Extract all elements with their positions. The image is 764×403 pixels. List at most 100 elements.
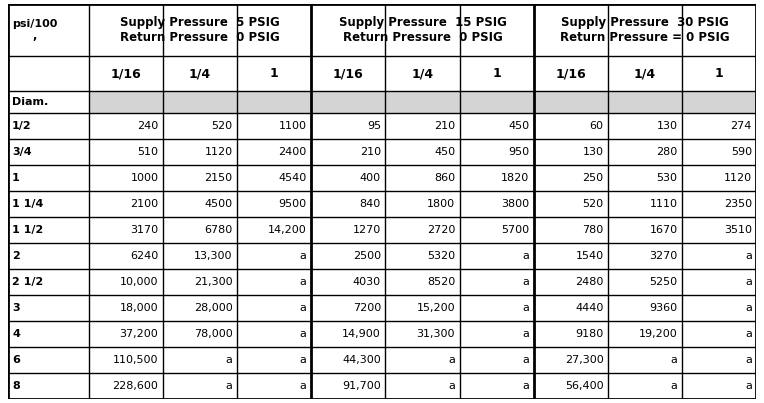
Text: 1800: 1800 xyxy=(427,199,455,209)
Text: a: a xyxy=(299,277,306,287)
Text: Supply Pressure  5 PSIG
Return Pressure  0 PSIG: Supply Pressure 5 PSIG Return Pressure 0… xyxy=(120,16,280,44)
Text: a: a xyxy=(523,251,529,261)
Bar xyxy=(8,91,89,113)
Text: 28,000: 28,000 xyxy=(194,303,232,313)
Text: 5320: 5320 xyxy=(427,251,455,261)
Text: 2720: 2720 xyxy=(427,225,455,235)
Bar xyxy=(8,295,756,321)
Text: 1110: 1110 xyxy=(649,199,678,209)
Text: a: a xyxy=(299,303,306,313)
Text: 1/4: 1/4 xyxy=(412,67,433,81)
Text: 2350: 2350 xyxy=(724,199,752,209)
Bar xyxy=(163,91,237,113)
Text: 450: 450 xyxy=(508,121,529,131)
Text: 21,300: 21,300 xyxy=(194,277,232,287)
Text: 14,200: 14,200 xyxy=(268,225,306,235)
Text: a: a xyxy=(523,329,529,339)
Bar xyxy=(8,243,756,269)
Text: 7200: 7200 xyxy=(353,303,381,313)
Text: a: a xyxy=(745,381,752,391)
Bar xyxy=(8,373,756,399)
Text: 78,000: 78,000 xyxy=(194,329,232,339)
Text: a: a xyxy=(523,355,529,365)
Text: 9500: 9500 xyxy=(279,199,306,209)
Text: 1/16: 1/16 xyxy=(555,67,586,81)
Text: 6240: 6240 xyxy=(130,251,158,261)
Bar xyxy=(385,91,460,113)
Text: psi/100
,: psi/100 , xyxy=(12,19,57,41)
Text: 2: 2 xyxy=(12,251,20,261)
Text: 530: 530 xyxy=(657,173,678,183)
Bar xyxy=(8,56,756,91)
Text: 3170: 3170 xyxy=(130,225,158,235)
Bar xyxy=(460,91,534,113)
Text: a: a xyxy=(299,355,306,365)
Text: 450: 450 xyxy=(434,147,455,157)
Text: a: a xyxy=(299,329,306,339)
Text: 1820: 1820 xyxy=(501,173,529,183)
Bar xyxy=(8,347,756,373)
Text: 4540: 4540 xyxy=(279,173,306,183)
Text: 400: 400 xyxy=(360,173,381,183)
Text: 4440: 4440 xyxy=(575,303,604,313)
Text: 95: 95 xyxy=(367,121,381,131)
Text: 1/2: 1/2 xyxy=(12,121,32,131)
Text: a: a xyxy=(671,355,678,365)
Text: 1: 1 xyxy=(12,173,20,183)
Text: a: a xyxy=(745,329,752,339)
Text: 8: 8 xyxy=(12,381,20,391)
Text: 2400: 2400 xyxy=(279,147,306,157)
Text: 4030: 4030 xyxy=(353,277,381,287)
Bar xyxy=(311,91,385,113)
Text: 228,600: 228,600 xyxy=(112,381,158,391)
Text: 1: 1 xyxy=(492,67,501,81)
Text: 3/4: 3/4 xyxy=(12,147,32,157)
Text: 8520: 8520 xyxy=(427,277,455,287)
Text: 5700: 5700 xyxy=(501,225,529,235)
Text: 19,200: 19,200 xyxy=(639,329,678,339)
Text: a: a xyxy=(745,277,752,287)
Text: 1: 1 xyxy=(270,67,279,81)
Text: 1/16: 1/16 xyxy=(333,67,364,81)
Text: 110,500: 110,500 xyxy=(113,355,158,365)
Text: 130: 130 xyxy=(657,121,678,131)
Text: a: a xyxy=(671,381,678,391)
Bar xyxy=(8,217,756,243)
Text: a: a xyxy=(225,355,232,365)
Text: 60: 60 xyxy=(590,121,604,131)
Text: 6: 6 xyxy=(12,355,20,365)
Bar xyxy=(534,91,608,113)
Text: 1/4: 1/4 xyxy=(634,67,656,81)
Text: 91,700: 91,700 xyxy=(342,381,381,391)
Text: Supply Pressure  15 PSIG
Return Pressure  0 PSIG: Supply Pressure 15 PSIG Return Pressure … xyxy=(338,16,507,44)
Text: 3800: 3800 xyxy=(501,199,529,209)
Text: 9360: 9360 xyxy=(649,303,678,313)
Text: 840: 840 xyxy=(360,199,381,209)
Text: 4: 4 xyxy=(12,329,20,339)
Text: 210: 210 xyxy=(434,121,455,131)
Text: a: a xyxy=(448,355,455,365)
Text: 1000: 1000 xyxy=(131,173,158,183)
Text: a: a xyxy=(745,303,752,313)
Text: 520: 520 xyxy=(582,199,604,209)
Text: 210: 210 xyxy=(360,147,381,157)
Text: 13,300: 13,300 xyxy=(194,251,232,261)
Text: 1/4: 1/4 xyxy=(189,67,211,81)
Text: 5250: 5250 xyxy=(649,277,678,287)
Text: a: a xyxy=(523,303,529,313)
Text: 4500: 4500 xyxy=(205,199,232,209)
Text: 1670: 1670 xyxy=(649,225,678,235)
Text: 3: 3 xyxy=(12,303,20,313)
Bar xyxy=(8,4,756,56)
Text: 274: 274 xyxy=(730,121,752,131)
Text: 860: 860 xyxy=(434,173,455,183)
Text: a: a xyxy=(523,381,529,391)
Text: a: a xyxy=(745,251,752,261)
Text: 14,900: 14,900 xyxy=(342,329,381,339)
Text: 2100: 2100 xyxy=(130,199,158,209)
Text: 130: 130 xyxy=(582,147,604,157)
Text: 18,000: 18,000 xyxy=(120,303,158,313)
Text: 520: 520 xyxy=(212,121,232,131)
Text: 590: 590 xyxy=(730,147,752,157)
Text: Diam.: Diam. xyxy=(12,97,48,107)
